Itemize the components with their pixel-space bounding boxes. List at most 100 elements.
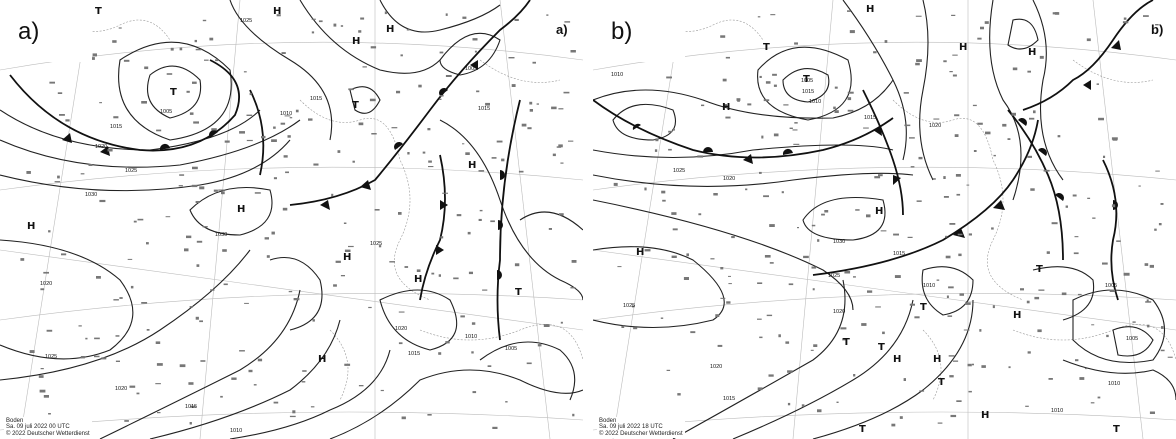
station-plot bbox=[957, 233, 963, 236]
isobar-label: 1005 bbox=[160, 109, 172, 115]
station-plot bbox=[968, 390, 972, 393]
station-plot bbox=[231, 377, 237, 380]
station-plot bbox=[1146, 299, 1149, 303]
station-plot bbox=[558, 108, 564, 110]
station-plot bbox=[720, 267, 724, 270]
station-plot bbox=[529, 109, 533, 112]
station-plot bbox=[249, 92, 252, 96]
station-plot bbox=[1030, 188, 1035, 191]
station-plot bbox=[909, 137, 915, 139]
station-plot bbox=[352, 160, 355, 163]
isobar-label: 1020 bbox=[115, 386, 127, 392]
station-plot bbox=[166, 73, 173, 75]
station-plot bbox=[472, 38, 478, 41]
station-plot bbox=[847, 91, 854, 94]
station-plot bbox=[239, 131, 245, 134]
station-plot bbox=[701, 104, 705, 107]
station-plot bbox=[866, 214, 871, 218]
isobar-label: 1020 bbox=[395, 326, 407, 332]
station-plot bbox=[85, 337, 88, 340]
station-plot bbox=[1155, 170, 1160, 172]
pressure-center-label: H bbox=[414, 274, 422, 285]
station-plot bbox=[1092, 217, 1096, 219]
station-plot bbox=[113, 116, 119, 119]
station-plot bbox=[312, 319, 315, 322]
station-plot bbox=[954, 114, 960, 117]
station-plot bbox=[686, 253, 689, 257]
station-plot bbox=[1086, 38, 1091, 42]
pressure-center-label: T bbox=[515, 287, 522, 298]
pressure-center-label: T bbox=[878, 342, 885, 353]
station-plot bbox=[124, 420, 129, 422]
map-footer: Boden Sa. 09 juli 2022 00 UTC © 2022 Deu… bbox=[4, 417, 92, 438]
station-plot bbox=[310, 406, 315, 408]
station-plot bbox=[179, 174, 185, 176]
station-plot bbox=[1084, 367, 1088, 370]
station-plot bbox=[165, 216, 171, 218]
station-plot bbox=[1057, 135, 1061, 138]
station-plot bbox=[253, 384, 257, 386]
station-plot bbox=[1007, 138, 1011, 140]
station-plot bbox=[202, 226, 208, 228]
station-plot bbox=[560, 321, 563, 324]
station-plot bbox=[558, 144, 563, 148]
isobar-label: 1020 bbox=[723, 176, 735, 182]
station-plot bbox=[115, 335, 120, 337]
station-plot bbox=[178, 185, 183, 187]
station-plot bbox=[476, 90, 480, 93]
station-plot bbox=[937, 422, 943, 424]
station-plot bbox=[747, 103, 752, 106]
station-plot bbox=[456, 214, 462, 217]
station-plot bbox=[280, 122, 286, 125]
station-plot bbox=[391, 127, 398, 129]
station-plot bbox=[631, 305, 635, 308]
station-plot bbox=[474, 50, 477, 53]
pressure-center-label: T bbox=[763, 42, 770, 53]
station-plot bbox=[668, 148, 672, 151]
station-plot bbox=[764, 255, 771, 258]
station-plot bbox=[1106, 334, 1109, 338]
station-plot bbox=[80, 173, 85, 175]
station-plot bbox=[720, 297, 726, 299]
station-plot bbox=[773, 133, 779, 137]
station-plot bbox=[223, 283, 228, 286]
pressure-center-label: T bbox=[170, 87, 177, 98]
station-plot bbox=[107, 149, 113, 152]
station-plot bbox=[945, 235, 948, 238]
station-plot bbox=[874, 176, 881, 179]
station-plot bbox=[43, 395, 49, 398]
isobar-label: 1010 bbox=[230, 428, 242, 434]
station-plot bbox=[189, 306, 193, 308]
station-plot bbox=[472, 391, 477, 394]
station-plot bbox=[189, 112, 194, 115]
station-plot bbox=[666, 369, 671, 371]
station-plot bbox=[916, 59, 922, 62]
station-plot bbox=[38, 375, 44, 378]
station-plot bbox=[283, 155, 288, 158]
station-plot bbox=[769, 224, 775, 227]
station-plot bbox=[127, 258, 133, 260]
isobars bbox=[593, 0, 1176, 439]
station-plot bbox=[518, 170, 524, 173]
station-plot bbox=[311, 18, 316, 20]
station-plot bbox=[1052, 12, 1059, 15]
station-plot bbox=[1073, 252, 1079, 255]
station-plot bbox=[239, 350, 245, 352]
station-plot bbox=[863, 127, 869, 129]
station-plot bbox=[281, 52, 286, 54]
station-plot bbox=[568, 140, 574, 142]
pressure-center-label: T bbox=[938, 377, 945, 388]
station-plot bbox=[947, 315, 953, 317]
station-plot bbox=[759, 171, 762, 174]
station-plot bbox=[282, 207, 288, 211]
station-plot bbox=[389, 261, 395, 263]
station-plot bbox=[478, 218, 482, 221]
station-plot bbox=[243, 71, 247, 73]
station-plot bbox=[184, 248, 189, 252]
station-plot bbox=[115, 360, 120, 362]
station-plot bbox=[1026, 300, 1030, 304]
station-plot bbox=[368, 306, 372, 309]
station-plot bbox=[340, 275, 345, 277]
station-plot bbox=[1077, 293, 1082, 296]
station-plot bbox=[844, 271, 851, 274]
